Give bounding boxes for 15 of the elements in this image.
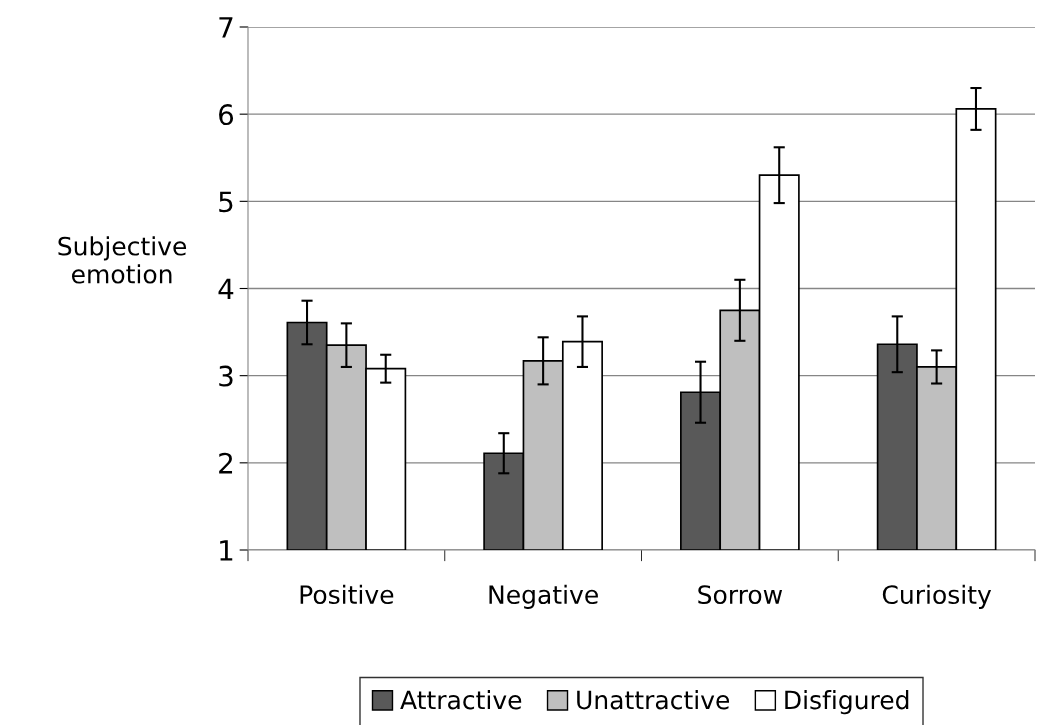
y-tick-label: 1 xyxy=(220,540,233,561)
y-tick-label: 4 xyxy=(218,278,234,300)
x-tick-label: Sorrow xyxy=(698,585,783,605)
y-tick-label: 3 xyxy=(219,365,233,387)
y-tick-label: 7 xyxy=(219,17,233,38)
y-tick-label: 2 xyxy=(219,452,233,474)
x-tick-label: Negative xyxy=(489,584,598,609)
y-tick-label: 5 xyxy=(219,191,233,213)
legend-label: Disfigured xyxy=(785,690,909,715)
legend-label: Unattractive xyxy=(577,690,730,710)
legend-label: Attractive xyxy=(400,690,522,710)
y-axis-title: Subjective emotion xyxy=(58,236,187,284)
x-tick-label: Positive xyxy=(300,584,394,605)
x-tick-label: Curiosity xyxy=(882,584,992,609)
y-tick-label: 6 xyxy=(219,104,234,126)
